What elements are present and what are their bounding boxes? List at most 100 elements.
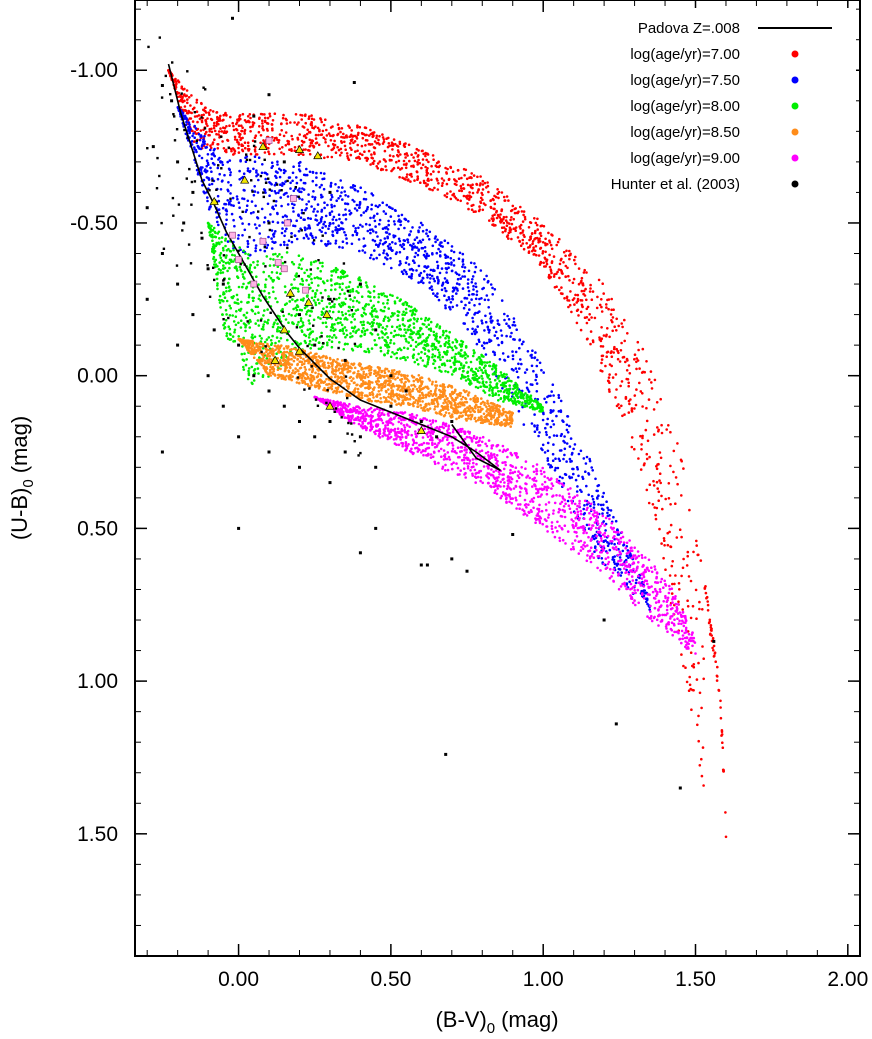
- data-point: [455, 339, 459, 343]
- data-point: [426, 171, 430, 175]
- data-point: [376, 333, 380, 336]
- data-point: [452, 361, 456, 365]
- data-point: [522, 247, 526, 251]
- data-point: [399, 334, 403, 338]
- data-point: [397, 150, 400, 154]
- data-point: [360, 329, 364, 333]
- data-point: [601, 345, 605, 348]
- data-point: [581, 305, 584, 308]
- data-point: [520, 362, 523, 366]
- data-point: [307, 224, 311, 227]
- data-point: [450, 245, 454, 248]
- data-point: [316, 203, 320, 206]
- data-point: [253, 335, 257, 339]
- data-point: [276, 322, 279, 326]
- data-point: [484, 369, 487, 373]
- data-point: [323, 156, 326, 160]
- data-point: [193, 124, 196, 128]
- data-point: [663, 539, 666, 542]
- data-point: [627, 384, 630, 388]
- data-point: [532, 248, 535, 252]
- data-point: [263, 340, 267, 344]
- data-point: [338, 292, 342, 296]
- data-point: [449, 165, 452, 169]
- data-point: [382, 292, 385, 295]
- data-point: [391, 294, 394, 298]
- data-point: [482, 383, 486, 387]
- data-point: [501, 231, 505, 234]
- data-point: [261, 125, 265, 128]
- data-point: [395, 251, 399, 254]
- data-point: [363, 350, 366, 353]
- data-point: [242, 322, 246, 325]
- data-point: [200, 102, 203, 106]
- data-point: [660, 431, 664, 435]
- data-point: [463, 351, 467, 354]
- data-point: [472, 293, 475, 296]
- data-point: [240, 176, 243, 180]
- data-point: [334, 288, 337, 291]
- data-point: [599, 345, 603, 348]
- data-point: [373, 239, 377, 243]
- data-point: [279, 337, 283, 340]
- data-point: [262, 328, 265, 331]
- data-point: [297, 254, 301, 257]
- data-point: [428, 238, 431, 241]
- data-point: [447, 412, 451, 415]
- data-point: [271, 220, 275, 224]
- data-point: [331, 134, 335, 138]
- data-point: [583, 268, 586, 272]
- data-point: [484, 320, 488, 324]
- data-point: [337, 316, 340, 320]
- data-point: [417, 158, 420, 162]
- data-point: [378, 204, 381, 207]
- data-point: [656, 463, 659, 466]
- data-point: [470, 204, 474, 207]
- data-point: [322, 123, 326, 127]
- data-point: [550, 465, 554, 469]
- data-point: [239, 248, 242, 252]
- data-point: [433, 354, 437, 358]
- data-point: [440, 241, 443, 244]
- data-point: [457, 273, 461, 277]
- data-point: [423, 250, 427, 253]
- data-point: [377, 245, 380, 248]
- data-point: [291, 137, 294, 141]
- data-point: [522, 213, 525, 217]
- data-point: [204, 120, 208, 123]
- data-point: [678, 588, 681, 591]
- data-point: [267, 375, 270, 378]
- data-point: [464, 303, 467, 307]
- data-point: [527, 390, 531, 393]
- data-point: [388, 232, 391, 236]
- data-point: [363, 244, 367, 247]
- data-point: [356, 149, 359, 153]
- data-point: [462, 354, 466, 357]
- data-point: [269, 339, 273, 342]
- data-point: [712, 649, 715, 652]
- data-point: [256, 319, 260, 322]
- data-point: [298, 187, 301, 190]
- data-point: [514, 350, 518, 354]
- data-point: [491, 286, 494, 290]
- data-point: [330, 345, 334, 349]
- data-point: [341, 282, 344, 286]
- data-point: [351, 315, 355, 318]
- data-point: [473, 270, 477, 274]
- data-point: [641, 405, 644, 408]
- data-point: [195, 101, 198, 104]
- data-point: [558, 475, 562, 479]
- data-point: [321, 177, 324, 181]
- data-point: [308, 152, 312, 156]
- data-point: [374, 231, 378, 234]
- data-point: [471, 320, 475, 323]
- data-point: [363, 150, 366, 153]
- data-point: [505, 224, 509, 227]
- data-point: [274, 170, 278, 173]
- data-point: [346, 154, 349, 158]
- data-point: [245, 204, 249, 207]
- data-point: [539, 261, 543, 264]
- data-point: [312, 242, 316, 246]
- data-point: [371, 131, 374, 135]
- data-point: [297, 121, 300, 124]
